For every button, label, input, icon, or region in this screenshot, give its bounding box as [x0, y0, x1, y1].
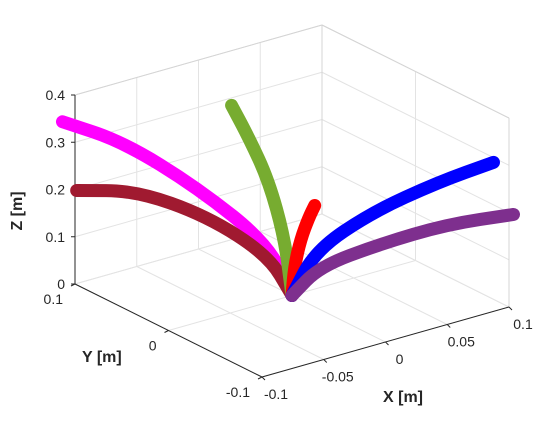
- x-tick-label: 0.1: [513, 316, 533, 332]
- grid-line: [321, 119, 510, 213]
- x-tick-mark: [446, 324, 451, 328]
- z-tick-label: 0.1: [46, 229, 66, 245]
- x-tick-mark: [261, 376, 266, 381]
- x-tick-label: -0.05: [322, 369, 354, 385]
- x-tick-label: 0: [396, 351, 404, 367]
- x-tick-mark: [385, 341, 389, 346]
- series-line-3: [225, 98, 299, 302]
- z-tick-label: 0: [57, 276, 65, 292]
- z-tick-label: 0.2: [46, 182, 66, 198]
- y-tick-label: -0.1: [226, 384, 250, 400]
- y-tick-mark: [164, 330, 169, 333]
- x-tick-mark: [323, 359, 328, 363]
- grid-line: [74, 119, 323, 190]
- box-edge: [74, 24, 323, 96]
- series-layer: [55, 98, 520, 302]
- grid-line: [321, 166, 510, 261]
- y-tick-mark: [257, 376, 263, 380]
- x-axis-label: X [m]: [383, 389, 423, 406]
- grid-line: [74, 166, 323, 238]
- x-tick-mark: [508, 306, 513, 311]
- z-axis-label: Z [m]: [9, 191, 26, 230]
- y-axis-label: Y [m]: [82, 349, 122, 366]
- z-tick-label: 0.4: [46, 87, 66, 103]
- x-tick-label: -0.1: [264, 386, 288, 402]
- grid-line: [321, 71, 510, 166]
- y-tick-label: 0.1: [44, 291, 64, 307]
- grid-line: [74, 71, 323, 143]
- y-tick-label: 0: [149, 338, 157, 354]
- box-edge: [321, 24, 510, 119]
- series-line-6: [285, 207, 520, 302]
- z-tick-label: 0.3: [46, 134, 66, 150]
- x-tick-label: 0.05: [448, 334, 475, 350]
